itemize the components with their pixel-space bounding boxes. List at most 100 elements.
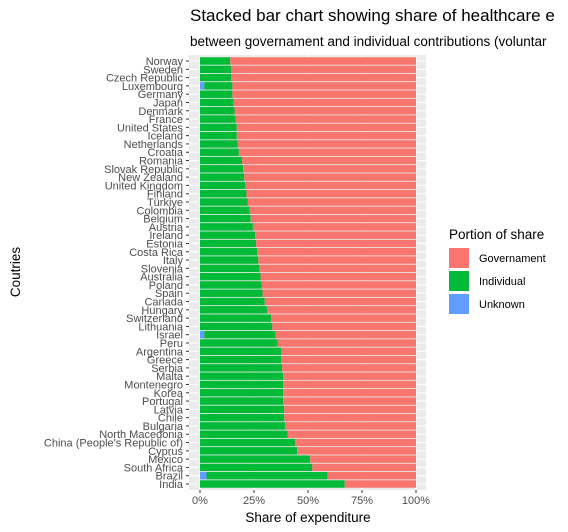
bar-segment-governament — [244, 173, 416, 181]
bar-segment-individual — [200, 206, 250, 215]
bar-segment-individual — [200, 389, 284, 397]
chart-subtitle: between governament and individual contr… — [190, 34, 547, 49]
bar-segment-governament — [275, 330, 416, 339]
bar-segment-governament — [261, 281, 416, 289]
bar-segment-governament — [236, 123, 416, 132]
y-axis-title: Coutries — [8, 247, 23, 298]
bar-segment-governament — [259, 264, 416, 273]
bar-segment-individual — [200, 364, 283, 372]
category-label: Lithuania — [138, 321, 184, 333]
category-label: New Zealand — [118, 172, 183, 184]
bar-segment-unknown — [200, 330, 205, 339]
bar-segment-individual — [200, 355, 281, 364]
bar-segment-individual — [200, 380, 284, 389]
category-label: Norway — [146, 56, 184, 68]
bar-segment-governament — [271, 314, 416, 322]
bar-segment-individual — [200, 430, 288, 438]
bar-segment-governament — [284, 405, 416, 414]
category-label: Chile — [158, 413, 183, 425]
bar-segment-individual — [200, 123, 237, 132]
category-label: Peru — [160, 338, 183, 350]
bar-segment-individual — [200, 214, 251, 223]
bar-segment-individual — [204, 330, 276, 339]
category-label: Serbia — [151, 363, 184, 375]
category-label: Cyprus — [148, 446, 183, 458]
bars-layer — [200, 57, 416, 488]
category-label: Malta — [156, 371, 184, 383]
category-label: Finland — [147, 189, 183, 201]
x-tick-label: 0% — [192, 495, 208, 507]
bar-segment-individual — [200, 181, 246, 190]
category-label: Romania — [139, 156, 184, 168]
bar-segment-individual — [200, 422, 286, 430]
bar-segment-governament — [281, 347, 416, 356]
category-label: Belgium — [143, 214, 183, 226]
bar-segment-governament — [281, 355, 416, 364]
bar-segment-individual — [200, 90, 233, 98]
category-label: Mexico — [148, 454, 183, 466]
bar-segment-individual — [200, 198, 248, 206]
bar-segment-individual — [200, 264, 260, 273]
bar-segment-individual — [200, 463, 313, 472]
category-label: Latvia — [154, 404, 184, 416]
bar-segment-governament — [284, 413, 416, 422]
bar-segment-individual — [200, 248, 258, 256]
category-label: Argentina — [136, 346, 184, 358]
bar-segment-governament — [283, 397, 416, 405]
bar-segment-individual — [200, 115, 236, 123]
bar-segment-governament — [258, 256, 416, 264]
category-label: Australia — [140, 272, 184, 284]
bar-segment-individual — [200, 405, 285, 414]
bar-segment-governament — [283, 389, 416, 397]
category-label: Korea — [154, 388, 184, 400]
bar-segment-individual — [200, 98, 234, 107]
legend-key-individual — [449, 271, 469, 291]
legend-key-governament — [449, 248, 469, 268]
bar-segment-individual — [200, 347, 281, 356]
category-label: Ireland — [149, 230, 183, 242]
category-label: Sweden — [143, 64, 183, 76]
bar-segment-governament — [234, 107, 416, 115]
bar-segment-governament — [245, 181, 416, 190]
bar-segment-governament — [327, 471, 416, 480]
bar-segment-individual — [200, 156, 243, 165]
category-label: Croatia — [148, 147, 184, 159]
bar-segment-individual — [200, 314, 272, 322]
category-label: Japan — [153, 97, 183, 109]
category-label: China (People's Republic of) — [44, 438, 183, 450]
bar-segment-individual — [200, 239, 257, 248]
legend-key-unknown — [449, 294, 469, 314]
category-label: Austria — [149, 222, 184, 234]
category-label: Iceland — [148, 131, 183, 143]
category-label: North Macedonia — [99, 429, 184, 441]
bar-segment-governament — [246, 189, 416, 198]
bar-segment-individual — [200, 322, 273, 331]
bar-segment-governament — [257, 248, 416, 256]
bar-segment-individual — [200, 65, 232, 74]
bar-segment-individual — [200, 339, 278, 347]
bar-segment-governament — [312, 463, 416, 472]
bar-segment-individual — [200, 455, 311, 463]
category-label: India — [159, 479, 184, 491]
bar-segment-individual — [200, 131, 237, 140]
category-label: France — [149, 114, 183, 126]
category-label: Estonia — [146, 238, 184, 250]
bar-segment-individual — [200, 189, 247, 198]
bar-segment-individual — [200, 173, 245, 181]
bar-segment-governament — [260, 272, 416, 281]
legend-label: Unknown — [479, 299, 525, 311]
bar-segment-governament — [232, 90, 416, 98]
bar-segment-governament — [264, 297, 416, 306]
bar-segment-governament — [283, 380, 416, 389]
category-label: Portugal — [142, 396, 183, 408]
bar-segment-governament — [256, 239, 416, 248]
bar-segment-governament — [250, 214, 416, 223]
category-label: Luxembourg — [122, 81, 183, 93]
bar-segment-governament — [237, 140, 416, 148]
category-label: Montenegro — [124, 379, 183, 391]
bar-segment-governament — [231, 73, 416, 82]
bar-segment-governament — [230, 57, 416, 65]
bar-segment-individual — [204, 82, 233, 90]
x-tick-label: 75% — [351, 495, 373, 507]
legend: Portion of share Governament Individual Un… — [449, 227, 546, 314]
